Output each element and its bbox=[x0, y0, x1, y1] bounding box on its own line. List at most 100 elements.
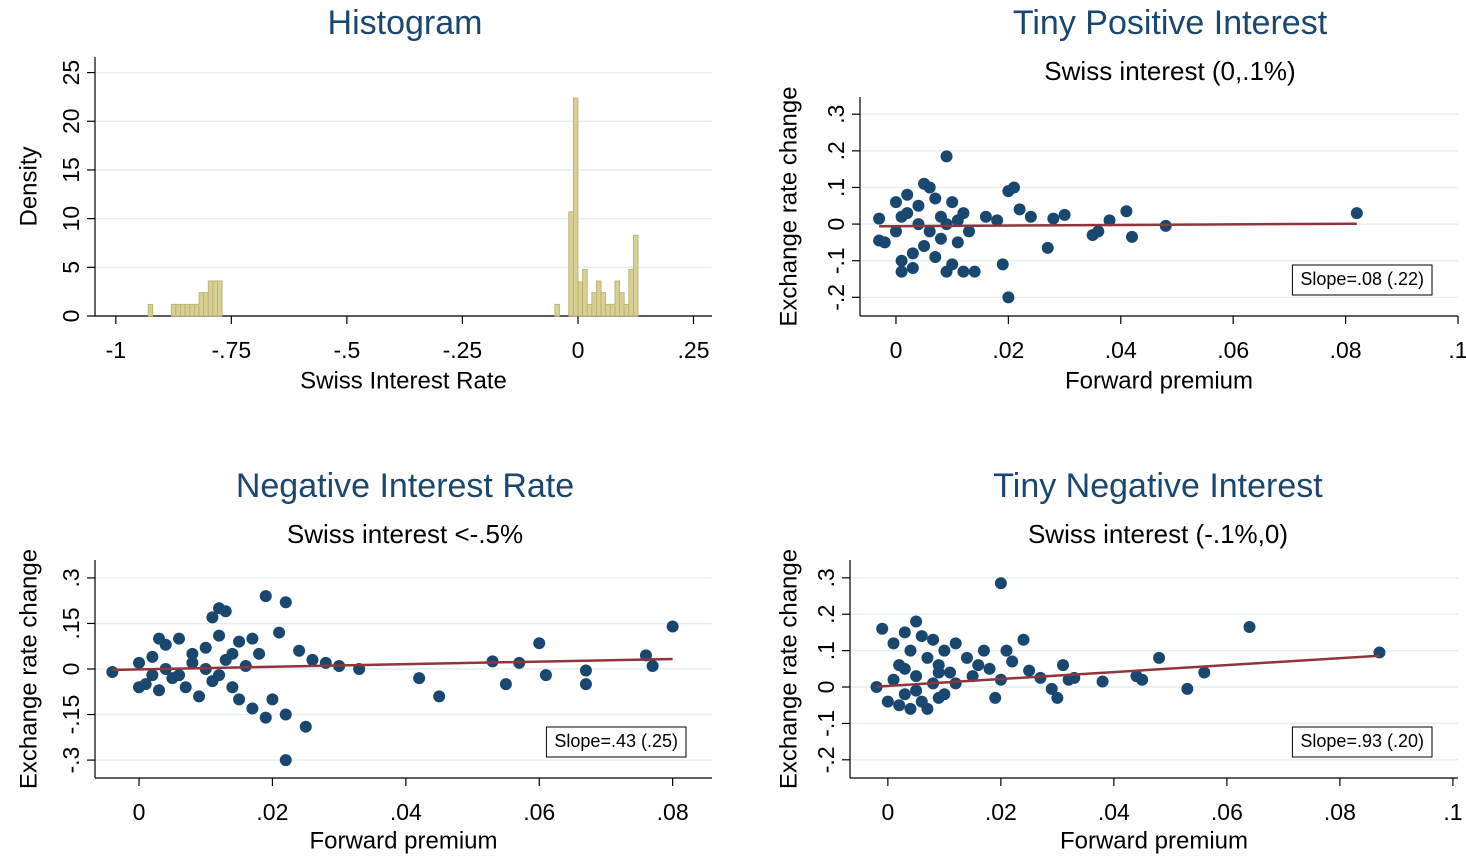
point bbox=[1007, 181, 1020, 194]
point bbox=[910, 670, 923, 683]
point bbox=[533, 637, 546, 650]
point bbox=[910, 684, 923, 697]
y-tick-label: -.15 bbox=[58, 695, 84, 735]
point bbox=[870, 681, 883, 694]
point bbox=[666, 620, 679, 633]
point bbox=[1013, 203, 1026, 216]
point bbox=[1041, 241, 1054, 254]
bar bbox=[633, 234, 639, 317]
x-tick-label: .06 bbox=[1211, 799, 1243, 825]
point bbox=[433, 690, 446, 703]
point bbox=[901, 188, 914, 201]
point bbox=[960, 651, 973, 664]
point bbox=[938, 644, 951, 657]
bar bbox=[147, 303, 154, 317]
point bbox=[266, 693, 279, 706]
point bbox=[579, 678, 592, 691]
bar bbox=[609, 303, 616, 317]
point bbox=[299, 720, 312, 733]
point bbox=[898, 626, 911, 639]
x-tick-label: .02 bbox=[256, 799, 288, 825]
point bbox=[906, 247, 919, 260]
x-tick-label: -.5 bbox=[333, 337, 360, 363]
point bbox=[989, 691, 1002, 704]
annotation-box bbox=[1291, 264, 1433, 296]
chart-title: Tiny Positive Interest bbox=[1013, 4, 1328, 42]
point bbox=[1136, 673, 1149, 686]
point bbox=[413, 672, 426, 685]
y-tick-label: -.2 bbox=[813, 746, 839, 773]
bar bbox=[568, 211, 574, 317]
y-tick-label: 0 bbox=[58, 663, 84, 676]
point bbox=[876, 622, 889, 635]
panel: Tiny Positive Interest Swiss interest (0,… bbox=[775, 4, 1466, 394]
chart-title: Negative Interest Rate bbox=[236, 467, 574, 505]
x-tick-label: .08 bbox=[1324, 799, 1356, 825]
y-tick-label: .3 bbox=[823, 105, 849, 124]
x-tick-label: 0 bbox=[572, 337, 585, 363]
x-tick-label: 0 bbox=[890, 337, 903, 363]
point bbox=[951, 214, 964, 227]
point bbox=[186, 656, 199, 669]
bar bbox=[175, 303, 181, 317]
point bbox=[1057, 659, 1070, 672]
y-tick-label: 0 bbox=[58, 310, 84, 323]
panel: Negative Interest Rate Swiss interest <-.… bbox=[15, 467, 712, 854]
chart-title: Histogram bbox=[328, 4, 483, 42]
y-tick-label: .3 bbox=[813, 568, 839, 587]
y-tick-label: 5 bbox=[58, 261, 84, 274]
y-tick-label: .15 bbox=[58, 607, 84, 639]
bar bbox=[554, 303, 560, 317]
point bbox=[898, 688, 911, 701]
point bbox=[1092, 225, 1105, 238]
point bbox=[1058, 208, 1071, 221]
chart-title: Tiny Negative Interest bbox=[993, 467, 1323, 505]
point bbox=[1034, 671, 1047, 684]
bar bbox=[596, 280, 602, 317]
y-axis-title: Exchange rate change bbox=[15, 549, 42, 789]
point bbox=[887, 637, 900, 650]
point bbox=[944, 666, 957, 679]
point bbox=[968, 265, 981, 278]
point bbox=[273, 626, 286, 639]
point bbox=[934, 232, 947, 245]
point bbox=[906, 262, 919, 275]
y-tick-label: -.2 bbox=[823, 284, 849, 311]
point bbox=[213, 669, 226, 682]
point bbox=[932, 659, 945, 672]
point bbox=[153, 684, 166, 697]
x-tick-label: -1 bbox=[106, 337, 126, 363]
bar bbox=[623, 303, 630, 317]
point bbox=[889, 225, 902, 238]
y-tick-label: .2 bbox=[823, 141, 849, 160]
bar bbox=[582, 268, 588, 317]
x-tick-label: .04 bbox=[1105, 337, 1137, 363]
point bbox=[1120, 205, 1133, 218]
y-tick-label: .2 bbox=[813, 605, 839, 624]
x-tick-label: .06 bbox=[1217, 337, 1249, 363]
point bbox=[873, 212, 886, 225]
chart-subtitle: Swiss interest (0,.1%) bbox=[1044, 56, 1295, 86]
point bbox=[887, 673, 900, 686]
point bbox=[996, 258, 1009, 271]
y-axis-title: Exchange rate change bbox=[775, 549, 802, 789]
annotation-box bbox=[1291, 726, 1433, 758]
y-tick-label: 10 bbox=[58, 206, 84, 232]
x-tick-label: -.25 bbox=[443, 337, 483, 363]
point bbox=[293, 644, 306, 657]
bar bbox=[180, 303, 186, 317]
point bbox=[1023, 664, 1036, 677]
point bbox=[1181, 682, 1194, 695]
point bbox=[1103, 214, 1116, 227]
point bbox=[966, 670, 979, 683]
bar bbox=[170, 303, 177, 317]
y-tick-label: -.3 bbox=[58, 747, 84, 774]
annotation: Slope=.08 (.22) bbox=[1300, 269, 1424, 289]
bar bbox=[217, 280, 223, 317]
y-tick-label: 0 bbox=[813, 681, 839, 694]
point bbox=[1006, 655, 1019, 668]
x-axis-title: Forward premium bbox=[309, 827, 497, 854]
fit-line bbox=[879, 222, 1357, 228]
point bbox=[881, 695, 894, 708]
